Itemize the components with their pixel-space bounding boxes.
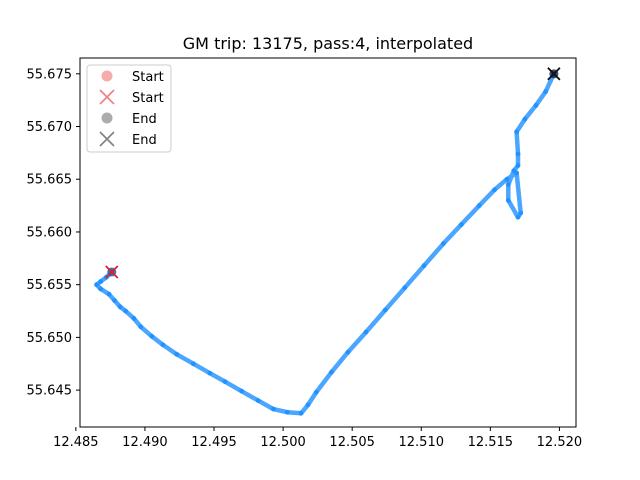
legend: Start Start End End	[86, 64, 172, 153]
legend-label: End	[132, 133, 157, 148]
chart-title: GM trip: 13175, pass:4, interpolated	[183, 34, 473, 53]
plot-area	[94, 67, 561, 416]
x-tick-label: 12.515	[468, 435, 514, 450]
trip-point	[505, 197, 511, 203]
legend-item: Start	[101, 70, 164, 85]
trip-point	[98, 286, 104, 292]
y-tick-label: 55.670	[27, 120, 73, 135]
legend-circle-icon	[101, 112, 113, 124]
trip-point	[505, 182, 511, 187]
x-tick-label: 12.490	[122, 435, 168, 450]
trip-point	[117, 304, 123, 310]
start-x-marker	[105, 265, 119, 279]
trip-point	[476, 203, 482, 209]
trip-point	[363, 329, 369, 335]
trip-point	[174, 351, 180, 357]
trip-point	[112, 298, 117, 303]
trip-point	[458, 222, 464, 227]
legend-label: Start	[132, 70, 164, 85]
legend-x-icon	[99, 89, 115, 105]
y-tick-label: 55.660	[27, 225, 73, 240]
x-axis: 12.485 12.490 12.495 12.500 12.505 12.510 12.5…	[53, 427, 582, 450]
x-tick-label: 12.485	[53, 435, 99, 450]
trip-point	[402, 285, 408, 291]
trip-point	[106, 291, 112, 297]
legend-label: Start	[132, 91, 164, 106]
trip-point	[515, 163, 521, 168]
trip-point	[190, 361, 196, 367]
trip-point	[138, 324, 144, 330]
trip-point	[94, 282, 99, 288]
x-tick-label: 12.500	[260, 435, 306, 450]
legend-label: End	[132, 112, 157, 127]
trip-point	[522, 116, 528, 122]
trip-point	[98, 279, 104, 284]
trip-point	[271, 406, 276, 412]
trip-point	[440, 241, 446, 246]
y-axis: 55.645 55.650 55.655 55.660 55.665 55.670 55.6…	[27, 67, 80, 399]
trip-point	[298, 410, 304, 416]
trip-point	[511, 168, 517, 174]
trip-point	[543, 89, 549, 95]
y-tick-label: 55.665	[27, 173, 73, 188]
plot-frame	[79, 57, 577, 428]
trip-point	[123, 308, 128, 314]
trip-point	[514, 129, 519, 135]
y-tick-label: 55.655	[27, 278, 73, 293]
y-tick-label: 55.650	[27, 331, 73, 346]
trip-point	[149, 333, 155, 339]
x-tick-label: 12.520	[537, 435, 583, 450]
trip-point	[515, 151, 521, 157]
trip-point	[222, 379, 228, 385]
y-tick-label: 55.645	[27, 384, 73, 399]
legend-item: End	[101, 112, 157, 127]
y-tick-label: 55.675	[27, 67, 73, 82]
trip-point	[329, 369, 334, 375]
x-tick-label: 12.505	[329, 435, 375, 450]
legend-item: End	[99, 131, 157, 148]
trip-point	[131, 316, 137, 321]
legend-item: Start	[99, 89, 164, 106]
trip-point	[515, 214, 521, 220]
trip-point	[239, 388, 245, 394]
trip-point	[345, 349, 351, 355]
trip-point	[207, 370, 213, 376]
trip-point	[160, 342, 166, 348]
trip-point	[382, 307, 388, 313]
trip-point	[255, 398, 261, 404]
end-x-marker	[547, 67, 561, 81]
trip-point	[421, 263, 427, 269]
x-tick-label: 12.510	[399, 435, 445, 450]
legend-circle-icon	[101, 70, 113, 82]
x-tick-label: 12.495	[191, 435, 237, 450]
trip-point	[492, 187, 497, 193]
legend-x-icon	[99, 131, 115, 147]
trip-point	[284, 409, 290, 415]
trip-point	[313, 389, 319, 395]
trip-point	[518, 210, 524, 216]
trip-point	[305, 402, 311, 408]
legend-box	[86, 64, 172, 153]
trip-point	[533, 103, 539, 108]
trip-point	[504, 176, 510, 182]
